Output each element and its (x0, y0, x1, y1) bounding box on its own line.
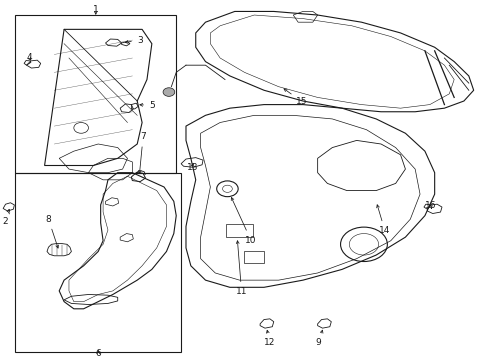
Text: 3: 3 (125, 36, 142, 45)
Text: 15: 15 (284, 89, 307, 106)
Text: 14: 14 (376, 205, 390, 235)
Text: 7: 7 (138, 132, 145, 174)
Text: 5: 5 (140, 101, 154, 110)
Text: 11: 11 (235, 241, 247, 296)
Text: 1: 1 (93, 5, 99, 14)
Text: 9: 9 (315, 330, 322, 347)
Text: 6: 6 (95, 349, 101, 358)
Text: 13: 13 (186, 163, 198, 172)
Text: 12: 12 (264, 330, 275, 347)
Text: 10: 10 (231, 198, 256, 244)
Text: 16: 16 (424, 201, 436, 210)
Circle shape (163, 88, 174, 96)
Bar (15, 15, 176, 173)
Bar (243, 252, 264, 263)
Text: 4: 4 (26, 53, 32, 62)
Text: 2: 2 (3, 209, 10, 225)
Bar (15, 173, 181, 352)
Bar (225, 224, 252, 237)
Text: 8: 8 (45, 215, 59, 248)
